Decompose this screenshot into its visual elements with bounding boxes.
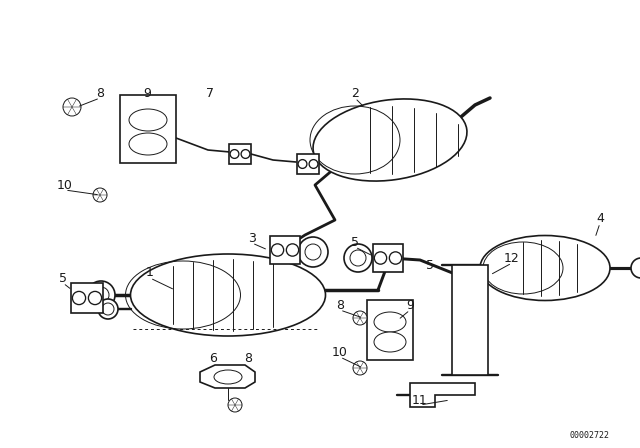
Circle shape bbox=[241, 150, 250, 159]
Text: 9: 9 bbox=[406, 298, 414, 311]
Bar bbox=[229, 144, 251, 164]
Ellipse shape bbox=[374, 332, 406, 352]
Circle shape bbox=[298, 237, 328, 267]
Bar bbox=[367, 300, 413, 360]
Text: 5: 5 bbox=[351, 236, 359, 249]
Circle shape bbox=[98, 299, 118, 319]
Circle shape bbox=[298, 159, 307, 168]
Text: 5: 5 bbox=[426, 258, 434, 271]
Bar bbox=[297, 154, 319, 174]
Text: 5: 5 bbox=[59, 271, 67, 284]
Bar bbox=[120, 95, 176, 163]
Ellipse shape bbox=[131, 254, 326, 336]
Text: 7: 7 bbox=[206, 86, 214, 99]
Circle shape bbox=[353, 361, 367, 375]
Text: 10: 10 bbox=[332, 345, 348, 358]
Circle shape bbox=[389, 252, 402, 264]
Circle shape bbox=[93, 188, 107, 202]
Ellipse shape bbox=[313, 99, 467, 181]
Bar bbox=[452, 265, 488, 375]
Text: 8: 8 bbox=[96, 86, 104, 99]
Text: 6: 6 bbox=[209, 352, 217, 365]
Ellipse shape bbox=[129, 109, 167, 131]
Text: 11: 11 bbox=[412, 393, 428, 406]
Circle shape bbox=[63, 98, 81, 116]
Polygon shape bbox=[410, 383, 475, 407]
Circle shape bbox=[305, 244, 321, 260]
Circle shape bbox=[230, 150, 239, 159]
Circle shape bbox=[350, 250, 366, 266]
Text: 3: 3 bbox=[248, 232, 256, 245]
Polygon shape bbox=[200, 365, 255, 388]
Text: 4: 4 bbox=[596, 211, 604, 224]
Circle shape bbox=[72, 291, 86, 305]
Circle shape bbox=[87, 281, 115, 309]
Text: 2: 2 bbox=[351, 86, 359, 99]
Circle shape bbox=[93, 287, 109, 303]
Ellipse shape bbox=[480, 236, 610, 301]
Circle shape bbox=[309, 159, 318, 168]
Circle shape bbox=[374, 252, 387, 264]
Circle shape bbox=[102, 303, 114, 315]
Circle shape bbox=[271, 244, 284, 256]
Bar bbox=[270, 236, 300, 264]
Ellipse shape bbox=[129, 133, 167, 155]
Circle shape bbox=[353, 311, 367, 325]
Text: 8: 8 bbox=[336, 298, 344, 311]
Text: 1: 1 bbox=[146, 266, 154, 279]
Text: 00002722: 00002722 bbox=[570, 431, 610, 439]
Circle shape bbox=[286, 244, 299, 256]
Circle shape bbox=[344, 244, 372, 272]
Text: 9: 9 bbox=[143, 86, 151, 99]
Text: 10: 10 bbox=[57, 178, 73, 191]
Text: 12: 12 bbox=[504, 251, 520, 264]
Bar bbox=[373, 244, 403, 272]
Ellipse shape bbox=[374, 312, 406, 332]
Circle shape bbox=[228, 398, 242, 412]
Text: 8: 8 bbox=[244, 352, 252, 365]
Bar bbox=[71, 283, 103, 313]
Circle shape bbox=[631, 258, 640, 278]
Circle shape bbox=[88, 291, 102, 305]
Ellipse shape bbox=[214, 370, 242, 384]
